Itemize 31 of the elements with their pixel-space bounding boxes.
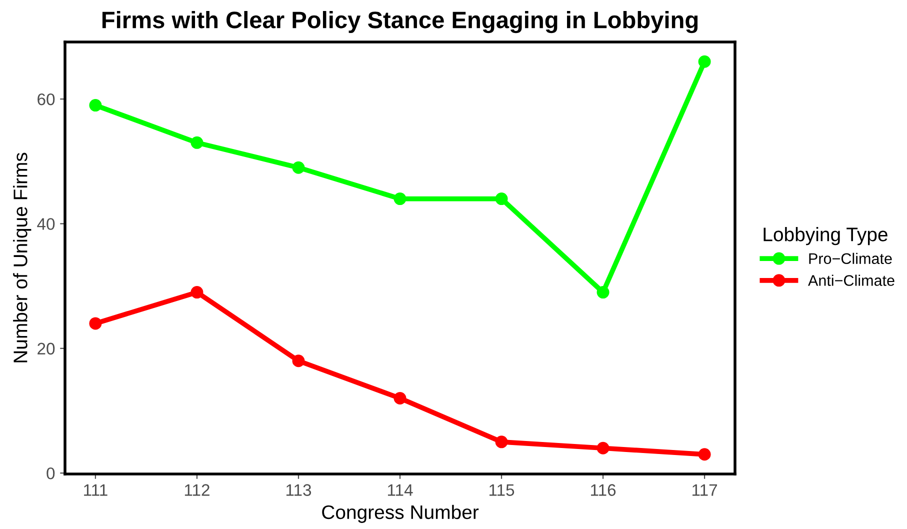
point: [190, 286, 204, 299]
point: [495, 192, 508, 206]
legend-label: Anti−Climate: [808, 274, 894, 286]
point: [292, 354, 305, 368]
x-tick-label: 112: [184, 484, 210, 496]
point: [596, 442, 610, 454]
point: [190, 136, 204, 149]
y-axis-title: Number of Unique Firms: [13, 152, 32, 362]
legend-label: Pro−Climate: [809, 252, 892, 264]
point: [495, 436, 508, 448]
x-axis-title: Congress Number: [322, 504, 479, 523]
x-tick-label: 116: [591, 484, 616, 496]
y-tick-label: 40: [37, 218, 55, 230]
point: [698, 448, 711, 461]
point: [596, 286, 610, 299]
point: [292, 161, 305, 174]
legend-title: Lobbying Type: [764, 227, 888, 246]
x-tick-label: 114: [388, 484, 413, 496]
point: [394, 392, 406, 405]
chart-title: Firms with Clear Policy Stance Engaging in Lobbying: [102, 11, 698, 34]
point: [89, 99, 102, 112]
y-tick-label: 20: [38, 342, 55, 355]
y-tick-label: 60: [38, 93, 55, 106]
x-tick-label: 113: [286, 484, 312, 496]
point: [394, 192, 406, 206]
point: [698, 55, 711, 68]
x-tick-label: 117: [692, 484, 717, 496]
x-tick-label: 111: [84, 484, 108, 496]
point: [89, 317, 102, 330]
y-tick-label: 0: [46, 467, 55, 480]
x-tick-label: 115: [490, 484, 514, 496]
